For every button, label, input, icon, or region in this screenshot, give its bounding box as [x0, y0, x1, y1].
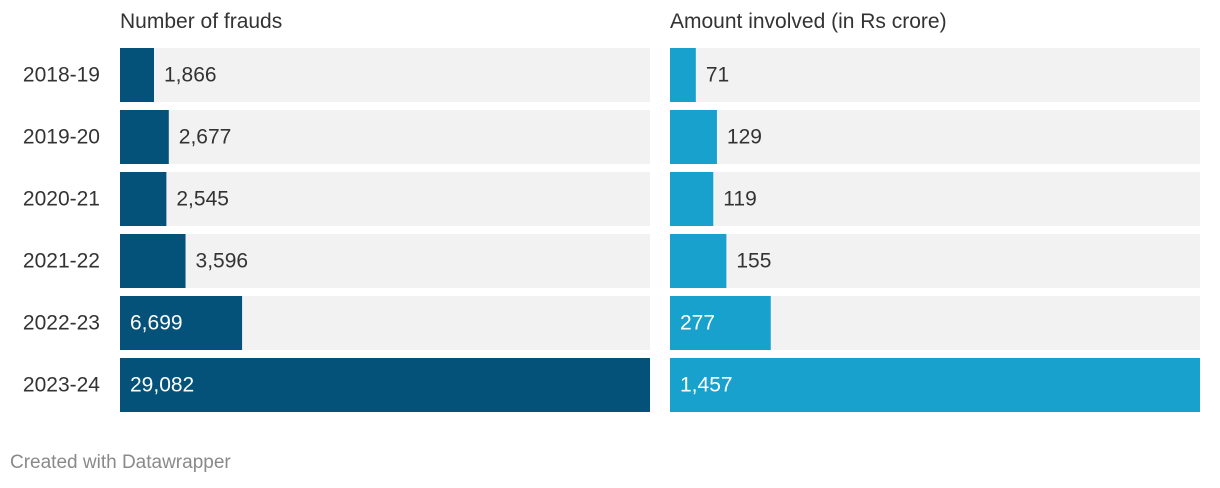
amount-bar: [670, 234, 727, 288]
category-label: 2020-21: [23, 188, 100, 211]
category-label: 2019-20: [23, 126, 100, 149]
amount-bar-track: [670, 110, 1200, 164]
amount-chart-title: Amount involved (in Rs crore): [670, 10, 947, 33]
amount-bar-track: [670, 48, 1200, 102]
amount-value-label: 129: [727, 126, 762, 149]
frauds-bar-track: [120, 110, 650, 164]
amount-bar-track: [670, 234, 1200, 288]
frauds-bar: [120, 358, 650, 412]
frauds-bar: [120, 48, 155, 102]
amount-bar: [670, 358, 1200, 412]
frauds-bar: [120, 172, 167, 226]
frauds-value-label: 2,677: [179, 126, 232, 149]
amount-value-label: 71: [706, 64, 729, 87]
frauds-value-label: 3,596: [196, 250, 249, 273]
amount-bar: [670, 110, 717, 164]
category-label: 2023-24: [23, 374, 100, 397]
frauds-chart-title: Number of frauds: [120, 10, 283, 33]
footer-credit: Created with Datawrapper: [10, 452, 231, 473]
frauds-bar: [120, 110, 169, 164]
amount-value-label: 277: [680, 312, 715, 335]
frauds-bar: [120, 234, 186, 288]
amount-bar: [670, 172, 714, 226]
amount-bar: [670, 48, 696, 102]
amount-value-label: 119: [723, 188, 756, 211]
frauds-value-label: 2,545: [176, 188, 229, 211]
amount-value-label: 1,457: [680, 374, 733, 397]
category-label: 2022-23: [23, 312, 100, 335]
amount-bar-track: [670, 172, 1200, 226]
frauds-bar-track: [120, 48, 650, 102]
category-label: 2018-19: [23, 64, 100, 87]
category-label: 2021-22: [23, 250, 100, 273]
frauds-value-label: 6,699: [130, 312, 183, 335]
amount-bar: [670, 296, 771, 350]
amount-value-label: 155: [736, 250, 771, 273]
frauds-value-label: 1,866: [164, 64, 217, 87]
frauds-bar-track: [120, 172, 650, 226]
frauds-value-label: 29,082: [130, 374, 194, 397]
frauds-bar-track: [120, 234, 650, 288]
frauds-bar: [120, 296, 243, 350]
